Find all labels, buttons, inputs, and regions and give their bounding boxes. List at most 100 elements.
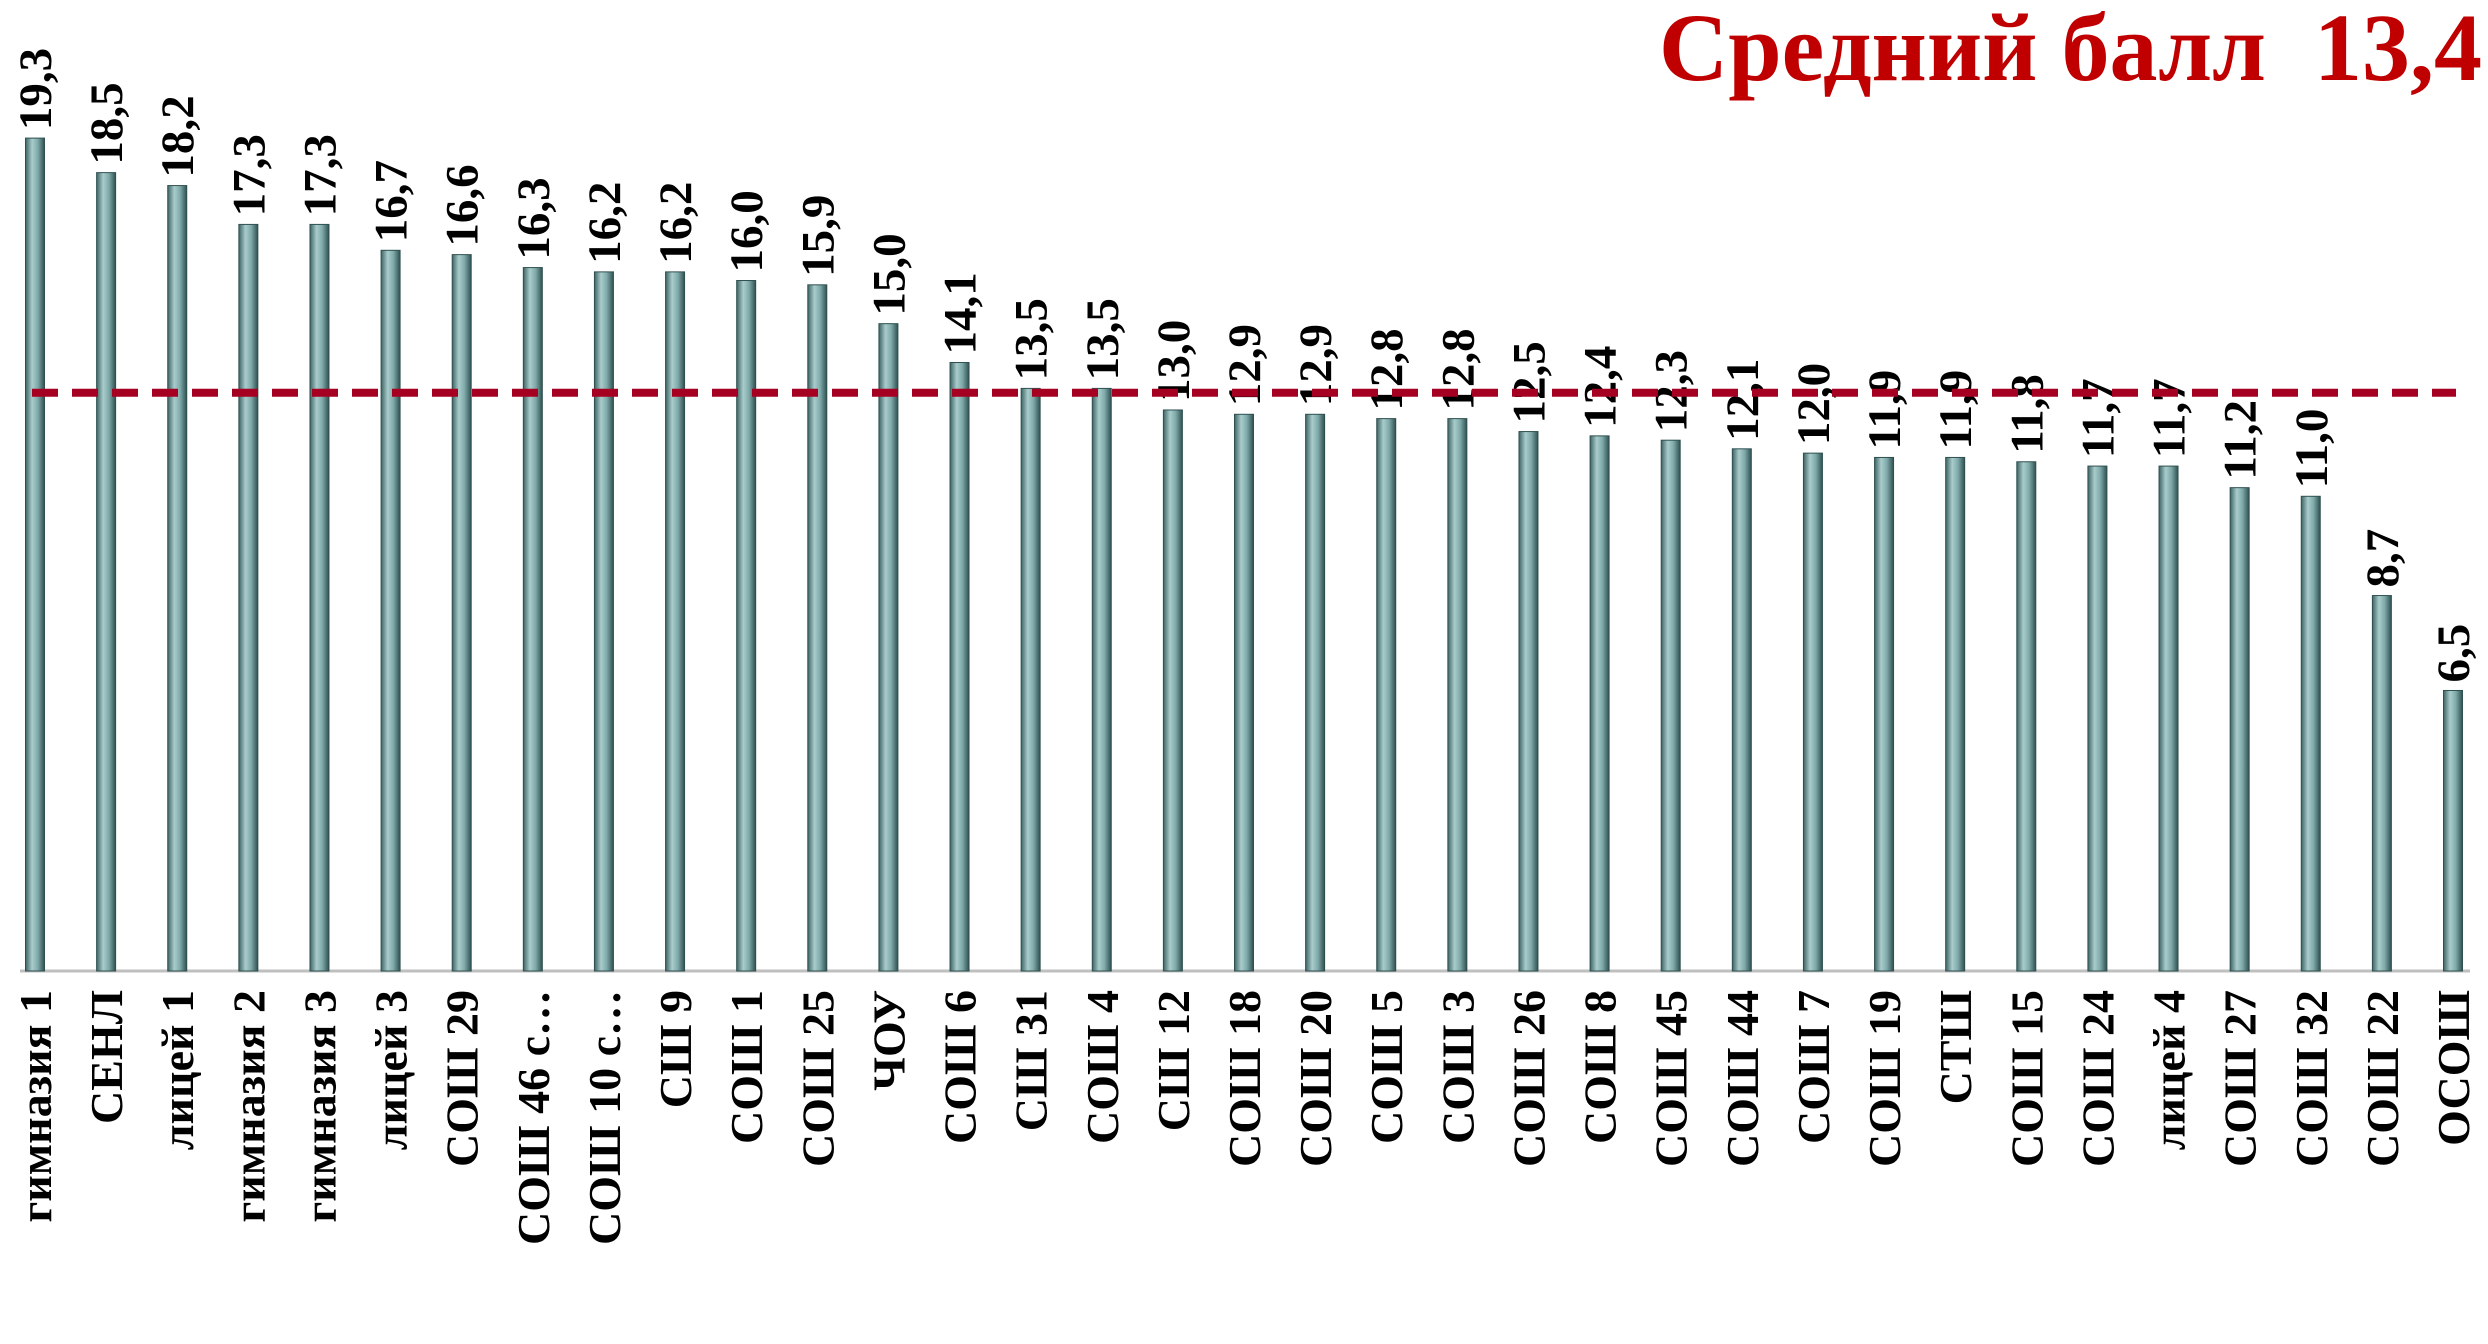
- bar: [878, 323, 899, 972]
- x-tick-label: ЧОУ: [863, 990, 914, 1091]
- x-tick-label: СЕНЛ: [81, 990, 132, 1124]
- bar: [380, 249, 401, 972]
- x-tick-label: СОШ 15: [2001, 990, 2052, 1167]
- x-tick-label: СОШ 29: [437, 990, 488, 1167]
- x-tick-label: СТШ: [1930, 990, 1981, 1104]
- x-tick-label: СОШ 4: [1077, 990, 1128, 1144]
- x-tick-label: гимназия 3: [294, 990, 345, 1223]
- bar: [167, 185, 188, 972]
- value-label: 16,2: [579, 182, 631, 264]
- bar: [736, 280, 757, 972]
- value-label: 18,5: [81, 82, 133, 164]
- x-tick-label: лицей 4: [2144, 990, 2195, 1150]
- x-tick-label: СОШ 20: [1290, 990, 1341, 1167]
- bar: [451, 254, 472, 972]
- value-label: 13,5: [1077, 298, 1129, 380]
- value-label: 19,3: [10, 48, 62, 130]
- value-label: 14,1: [935, 272, 987, 354]
- bar: [2158, 465, 2179, 972]
- value-label: 15,0: [863, 233, 915, 315]
- value-label: 8,7: [2357, 529, 2409, 588]
- bar: [1234, 413, 1254, 972]
- bar: [1589, 435, 1610, 972]
- value-label: 12,1: [1717, 359, 1769, 441]
- bar: [807, 284, 828, 972]
- value-label: 17,3: [294, 134, 346, 216]
- x-tick-label: СОШ 19: [1859, 990, 1910, 1167]
- x-tick-label: СОШ 5: [1361, 990, 1412, 1144]
- bar: [1376, 418, 1397, 972]
- value-label: 16,3: [508, 177, 560, 259]
- value-label: 12,8: [1361, 328, 1413, 410]
- value-label: 17,3: [223, 134, 275, 216]
- bar: [25, 137, 45, 972]
- x-tick-label: СШ 12: [1148, 990, 1199, 1131]
- value-label: 13,0: [1148, 320, 1200, 402]
- value-label: 12,8: [1432, 328, 1484, 410]
- value-label: 12,4: [1575, 346, 1627, 428]
- x-tick-label: СОШ 25: [792, 990, 843, 1167]
- value-label: 6,5: [2428, 624, 2480, 683]
- value-label: 16,6: [437, 164, 489, 246]
- bar: [1945, 456, 1966, 972]
- bar: [949, 362, 970, 972]
- x-tick-label: лицей 3: [366, 990, 417, 1150]
- bar: [1020, 387, 1041, 972]
- x-tick-label: СОШ 18: [1219, 990, 1270, 1167]
- x-tick-label: СОШ 22: [2357, 990, 2408, 1167]
- bar: [2229, 487, 2250, 972]
- x-tick-label: СОШ 45: [1646, 990, 1697, 1167]
- bar: [1660, 439, 1681, 972]
- bar: [2300, 495, 2321, 972]
- x-tick-label: СОШ 1: [721, 990, 772, 1144]
- value-label: 11,9: [1930, 370, 1982, 450]
- x-tick-label: СОШ 8: [1575, 990, 1626, 1144]
- x-tick-label: гимназия 2: [223, 990, 274, 1223]
- x-tick-label: СШ 9: [650, 990, 701, 1108]
- x-tick-label: СОШ 24: [2072, 990, 2123, 1167]
- x-tick-label: ОСОШ: [2428, 990, 2479, 1146]
- value-label: 12,5: [1503, 341, 1555, 423]
- bar: [238, 223, 259, 972]
- value-label: 16,2: [650, 182, 702, 264]
- bar: [1305, 413, 1326, 972]
- x-tick-label: СОШ 27: [2215, 990, 2266, 1167]
- bar: [665, 271, 686, 972]
- bar: [1447, 418, 1468, 972]
- value-label: 12,0: [1788, 363, 1840, 445]
- bar: [1091, 387, 1112, 972]
- value-label: 11,9: [1859, 370, 1911, 450]
- bar: [1518, 431, 1539, 972]
- bar: [1802, 452, 1823, 972]
- bar: [1162, 409, 1183, 972]
- value-label: 16,0: [721, 190, 773, 272]
- value-label: 15,9: [792, 195, 844, 277]
- value-label: 11,8: [2001, 374, 2053, 454]
- x-tick-label: гимназия 1: [10, 990, 61, 1223]
- x-tick-label: СОШ 32: [2286, 990, 2337, 1167]
- x-tick-label: СШ 31: [1006, 990, 1057, 1131]
- x-tick-label: СОШ 7: [1788, 990, 1839, 1144]
- value-label: 16,7: [366, 160, 418, 242]
- chart-title: Средний балл 13,4: [1659, 0, 2482, 101]
- bar: [2443, 689, 2463, 972]
- bar: [2087, 465, 2108, 972]
- bar: [522, 267, 543, 972]
- x-tick-label: СОШ 6: [935, 990, 986, 1144]
- bar: [1731, 448, 1752, 972]
- value-label: 11,2: [2215, 400, 2267, 480]
- x-tick-label: СОШ 44: [1717, 990, 1768, 1167]
- bar: [593, 271, 614, 972]
- x-tick-label: СОШ 3: [1432, 990, 1483, 1144]
- value-label: 13,5: [1006, 298, 1058, 380]
- x-tick-label: СОШ 10 с…: [579, 990, 630, 1245]
- x-tick-label: СОШ 26: [1503, 990, 1554, 1167]
- x-tick-label: лицей 1: [152, 990, 203, 1150]
- x-tick-label: СОШ 46 с…: [508, 990, 559, 1245]
- value-label: 11,0: [2286, 409, 2338, 489]
- bar: [309, 223, 330, 972]
- bar: [2016, 461, 2037, 972]
- bar: [1874, 456, 1895, 972]
- value-label: 18,2: [152, 95, 204, 177]
